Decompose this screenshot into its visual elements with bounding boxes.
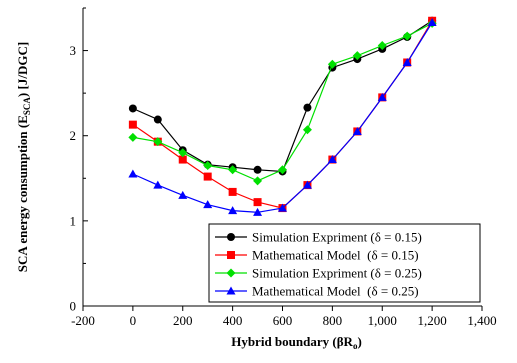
data-point — [427, 17, 437, 26]
data-point — [302, 180, 312, 189]
data-point — [253, 176, 263, 186]
legend-box — [208, 223, 481, 303]
axes: -200 0 200 400 600 800 1,000 1,200 1,4000123Hybr… — [15, 7, 497, 351]
data-point — [203, 172, 212, 181]
legend-marker — [226, 268, 236, 278]
legend-label: Mathematical Model (δ = 0.25) — [252, 284, 419, 299]
data-point — [178, 148, 188, 158]
data-point — [228, 187, 237, 196]
legend: Simulation Expriment (δ = 0.15) Mathemati… — [208, 223, 481, 303]
y-tick-label: 2 — [70, 128, 77, 143]
series-2 — [128, 16, 437, 213]
data-point — [178, 190, 188, 199]
legend-item-1: Simulation Expriment (δ = 0.15) — [215, 230, 422, 245]
legend-marker — [226, 286, 236, 295]
data-point — [153, 180, 163, 189]
data-point — [302, 125, 312, 135]
data-point — [128, 120, 137, 129]
data-point — [228, 165, 238, 175]
data-point — [327, 59, 337, 69]
x-tick-label: 200 — [173, 313, 193, 328]
x-tick-label: 400 — [223, 313, 243, 328]
x-tick-label: 1,200 — [418, 313, 447, 328]
data-point — [352, 51, 362, 61]
legend-item-4: Mathematical Model (δ = 0.25) — [215, 284, 419, 299]
legend-label: Mathematical Model (δ = 0.15) — [252, 248, 419, 263]
y-tick-label: 3 — [70, 43, 77, 58]
series-layer — [128, 16, 437, 216]
x-axis-title: Hybrid boundary (βRo) — [231, 334, 362, 351]
data-point — [253, 207, 263, 216]
data-point — [153, 115, 162, 124]
legend-marker — [227, 233, 235, 241]
data-point — [128, 132, 138, 142]
data-point — [128, 104, 137, 113]
series-line — [132, 22, 433, 213]
legend-label: Simulation Expriment (δ = 0.25) — [252, 266, 422, 281]
data-point — [377, 92, 387, 101]
x-tick-label: 1,400 — [467, 313, 496, 328]
data-point — [402, 57, 412, 66]
series-1 — [128, 16, 437, 176]
y-tick-label: 1 — [70, 213, 77, 228]
y-axis-title: SCA energy consumption (ESCA) [J/DGC] — [15, 42, 32, 272]
legend-item-2: Mathematical Model (δ = 0.15) — [215, 248, 419, 263]
series-line — [132, 20, 433, 209]
series-3 — [128, 18, 437, 186]
data-point — [178, 155, 187, 164]
data-point — [253, 198, 262, 207]
x-tick-label: 800 — [323, 313, 343, 328]
series-4 — [128, 17, 437, 216]
data-point — [278, 165, 287, 175]
data-point — [153, 137, 163, 147]
y-tick-label: 0 — [70, 299, 77, 314]
data-point — [402, 31, 412, 41]
x-tick-label: 600 — [273, 313, 293, 328]
data-point — [228, 206, 238, 215]
data-point — [253, 165, 262, 174]
data-point — [128, 169, 138, 178]
x-tick-label: -200 — [71, 313, 95, 328]
data-point — [203, 200, 213, 209]
data-point — [303, 103, 312, 112]
data-point — [203, 161, 213, 171]
legend-item-3: Simulation Expriment (δ = 0.25) — [215, 266, 422, 281]
x-tick-label: 1,000 — [368, 313, 397, 328]
legend-marker — [227, 251, 235, 259]
data-point — [377, 40, 387, 50]
data-point — [352, 126, 362, 135]
legend-label: Simulation Expriment (δ = 0.15) — [252, 230, 422, 245]
x-tick-label: 0 — [130, 313, 137, 328]
data-point — [327, 155, 337, 164]
data-point — [278, 203, 287, 212]
